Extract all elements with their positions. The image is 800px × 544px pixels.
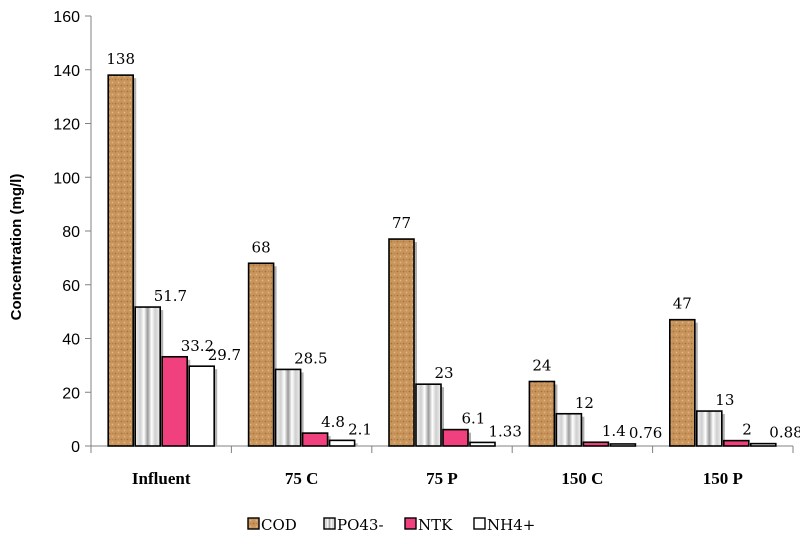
- legend-label: COD: [261, 516, 297, 534]
- bar-ntk: [722, 439, 750, 447]
- data-label: 28.5: [294, 349, 327, 367]
- y-tick-label: 20: [62, 385, 80, 402]
- data-label: 33.2: [181, 337, 214, 355]
- bars: [107, 74, 777, 447]
- y-axis-title: Concentration (mg/l): [8, 174, 25, 321]
- bar-nh4-: [609, 443, 637, 447]
- y-tick-label: 80: [62, 224, 80, 241]
- bar-cod: [388, 238, 415, 447]
- data-label: 0.76: [629, 424, 662, 442]
- bar-po43-: [274, 368, 302, 447]
- data-label: 1.33: [489, 422, 522, 440]
- bar-ntk: [442, 428, 469, 447]
- data-label: 77: [392, 214, 411, 232]
- data-label: 138: [106, 50, 135, 68]
- bar-ntk: [161, 355, 188, 447]
- legend-swatch: [404, 517, 417, 530]
- legend-label: NTK: [418, 516, 453, 534]
- bar-nh4-: [188, 365, 215, 447]
- bar-cod: [107, 74, 134, 447]
- x-tick-label: Influent: [132, 469, 191, 488]
- legend-swatch: [473, 517, 486, 530]
- legend-swatch: [247, 517, 260, 530]
- y-tick-label: 160: [53, 9, 80, 26]
- x-tick-label: 75 P: [426, 469, 458, 488]
- y-tick-label: 60: [62, 278, 80, 295]
- data-label: 1.4: [602, 422, 626, 440]
- legend: COD PO43- NTK NH4+: [247, 516, 535, 534]
- data-label: 47: [673, 295, 692, 313]
- x-tick-label: 150 P: [703, 469, 743, 488]
- data-label: 0.88: [769, 424, 800, 442]
- bar-po43-: [695, 410, 723, 447]
- x-axis: Influent 75 C 75 P 150 C 150 P: [90, 445, 794, 488]
- data-label: 6.1: [462, 410, 486, 428]
- legend-swatch: [323, 517, 336, 530]
- data-label: 23: [435, 364, 454, 382]
- data-label: 2.1: [348, 420, 372, 438]
- y-tick-label: 120: [53, 117, 80, 134]
- bar-ntk: [582, 441, 610, 447]
- x-tick-label: 150 C: [561, 469, 603, 488]
- data-label: 2: [742, 421, 752, 439]
- y-tick-label: 40: [62, 332, 80, 349]
- data-label: 12: [575, 394, 594, 412]
- legend-label: PO43-: [337, 516, 384, 534]
- data-label: 24: [532, 357, 551, 375]
- bar-nh4-: [749, 442, 777, 447]
- bar-po43-: [134, 306, 161, 447]
- bar-cod: [528, 380, 556, 447]
- y-tick-label: 0: [71, 439, 80, 456]
- y-tick-label: 140: [53, 63, 80, 80]
- data-label: 68: [252, 238, 271, 256]
- bar-nh4-: [328, 439, 356, 447]
- legend-label: NH4+: [487, 516, 535, 534]
- bar-po43-: [415, 383, 442, 447]
- data-label: 13: [715, 391, 734, 409]
- x-tick-label: 75 C: [285, 469, 319, 488]
- data-label: 51.7: [154, 287, 187, 305]
- y-axis: 0 20 40 60 80 100 120 140 160: [53, 9, 92, 456]
- bar-ntk: [301, 432, 329, 447]
- data-label: 4.8: [321, 413, 345, 431]
- y-tick-label: 100: [53, 170, 80, 187]
- bar-nh4-: [469, 441, 496, 447]
- bar-po43-: [555, 412, 583, 447]
- data-label: 29.7: [208, 346, 241, 364]
- bar-cod: [668, 318, 696, 447]
- bar-cod: [247, 262, 275, 447]
